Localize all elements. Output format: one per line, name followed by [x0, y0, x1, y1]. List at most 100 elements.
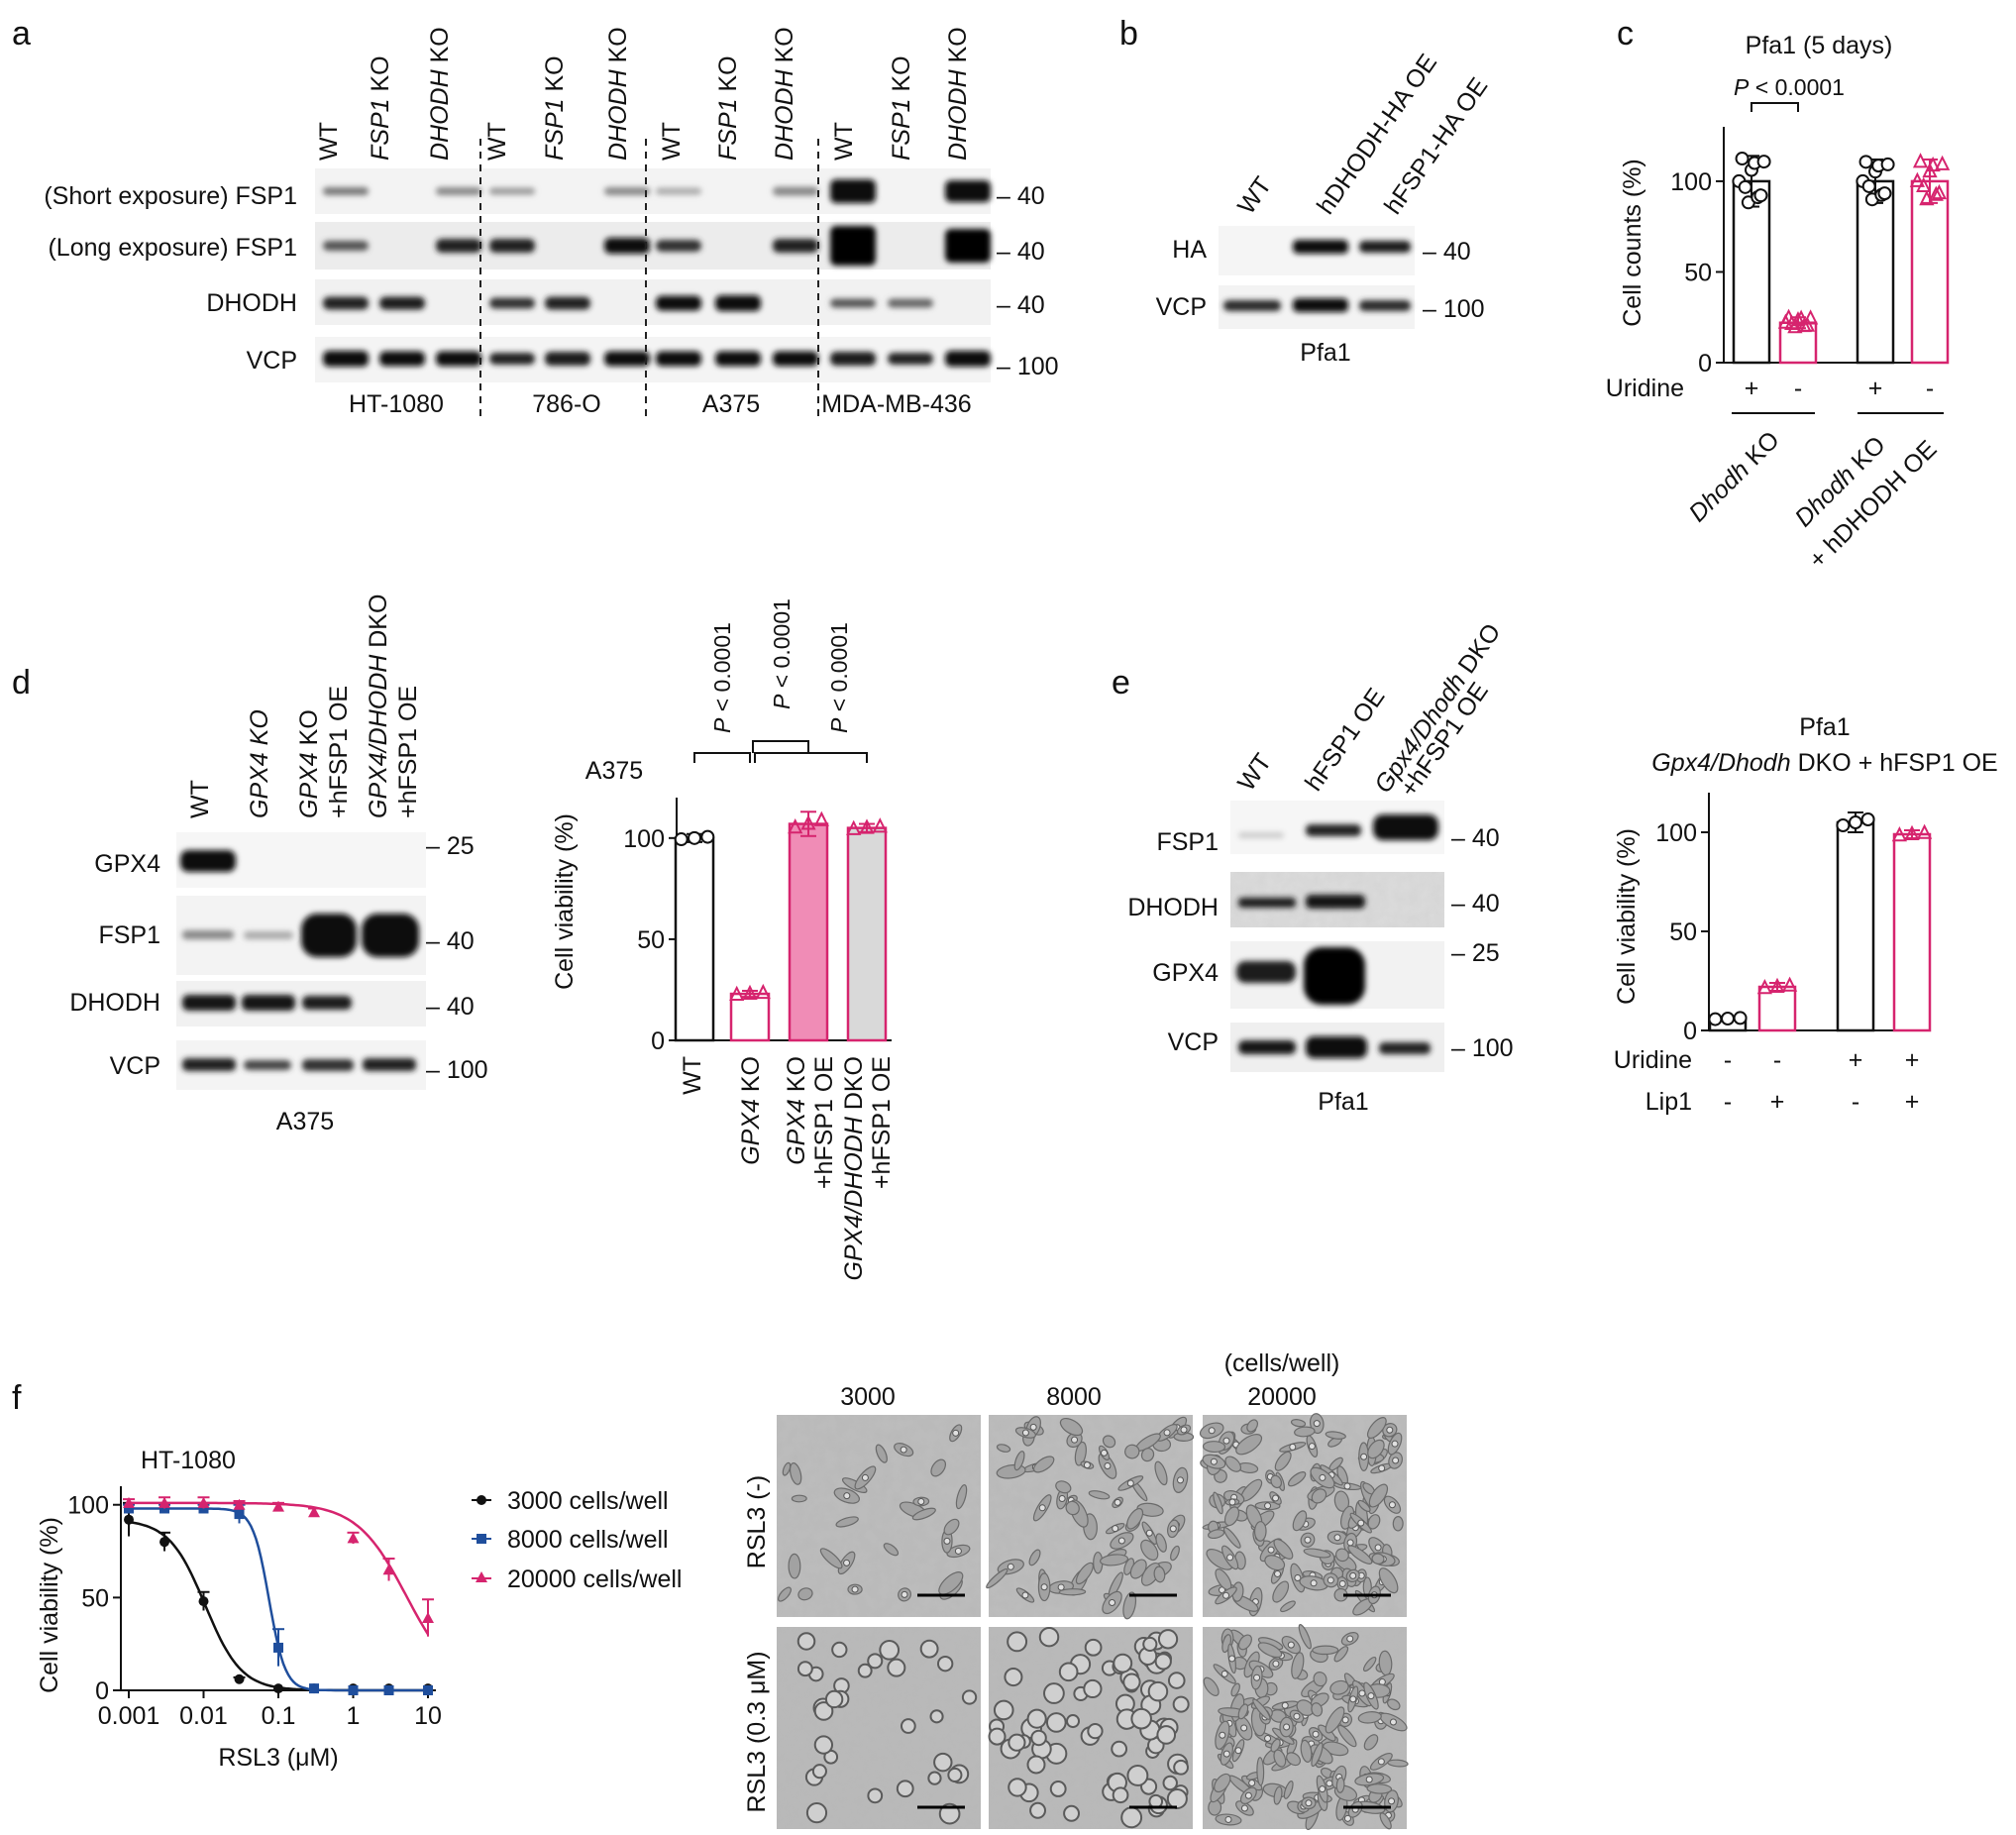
significance-bracket: [1751, 102, 1799, 112]
bar: [788, 822, 829, 1042]
row-label: RSL3 (-): [743, 1475, 771, 1568]
y-tick-label: 0: [1698, 350, 1712, 378]
mw-marker: – 100: [426, 1056, 488, 1084]
band: [888, 353, 933, 365]
cell: [1294, 1426, 1316, 1438]
y-tick-label: 0: [1683, 1018, 1697, 1045]
significance-bracket: [754, 752, 868, 763]
significance-bracket: [752, 740, 809, 753]
y-axis-label: Cell viability (%): [551, 813, 579, 990]
data-point: [1928, 185, 1944, 201]
lane-label: GPX4/DHODH DKO: [365, 594, 392, 818]
cell: [1313, 1672, 1327, 1687]
band: [1304, 947, 1365, 1005]
band: [830, 298, 876, 308]
cell: [938, 1571, 964, 1595]
lane-gene: DHODH: [771, 68, 798, 161]
cell-rounded: [900, 1446, 907, 1454]
band: [945, 351, 991, 367]
panel-c: c Pfa1 (5 days) P < 0.0001 Cell counts (…: [1606, 15, 1951, 574]
cell-rounded: [1349, 1571, 1357, 1579]
cell: [796, 1661, 813, 1677]
mw-marker: – 100: [1423, 295, 1485, 323]
cell: [1126, 1765, 1149, 1786]
cell: [789, 1462, 802, 1485]
lane-label: WT: [830, 122, 858, 161]
lip1-sign: -: [1852, 1088, 1859, 1116]
band: [363, 1058, 416, 1071]
cell: [805, 1802, 828, 1824]
data-point: [1781, 976, 1798, 992]
band: [323, 187, 369, 195]
cell: [938, 1802, 961, 1825]
cell-rounded: [1333, 1534, 1341, 1542]
data-point: [742, 984, 758, 1001]
lane-gene: FSP1: [714, 98, 742, 161]
band: [1306, 1036, 1367, 1058]
band: [1236, 961, 1296, 983]
uridine-label: Uridine: [1606, 375, 1684, 402]
lane-suffix: KO: [367, 55, 394, 98]
cell: [887, 1658, 906, 1677]
band: [244, 931, 293, 939]
lip1-label: Lip1: [1645, 1088, 1692, 1116]
lane-gene: DHODH: [944, 68, 972, 161]
mw-marker: – 40: [1423, 238, 1471, 266]
cell: [936, 1655, 954, 1673]
cell: [929, 1709, 944, 1724]
band: [1306, 824, 1361, 836]
cell: [1366, 1417, 1387, 1440]
band: [1379, 1042, 1431, 1054]
lip1-sign: -: [1724, 1088, 1732, 1116]
cell: [1170, 1545, 1180, 1562]
lane-suffix: KO: [426, 27, 454, 69]
cell: [1237, 1634, 1252, 1651]
panel-letter-c: c: [1617, 15, 1634, 53]
cell: [813, 1735, 834, 1755]
cell-line-label: A375: [276, 1108, 334, 1135]
band: [773, 186, 818, 196]
panel-letter-f: f: [12, 1379, 22, 1417]
cell-rounded: [1169, 1525, 1177, 1533]
data-point: [1931, 183, 1948, 200]
cell: [1283, 1781, 1294, 1799]
data-point: [1756, 155, 1771, 169]
cell-rounded: [1104, 1462, 1112, 1470]
lane-label: WT: [483, 122, 511, 161]
uridine-label: Uridine: [1614, 1046, 1692, 1074]
data-point: [1860, 812, 1875, 826]
lane-label: WT: [315, 122, 343, 161]
cell: [1246, 1419, 1259, 1433]
lane-label: DHODH KO: [771, 27, 798, 161]
cell: [1300, 1739, 1313, 1763]
data-point: [1891, 825, 1908, 842]
cell-rounded: [1346, 1539, 1354, 1547]
row-label-vcp: VCP: [1168, 1028, 1219, 1056]
cell-rounded: [943, 1537, 951, 1545]
x-category-label: GPX4 KO: [783, 1056, 810, 1165]
bar: [1910, 179, 1950, 365]
mw-marker: – 100: [1451, 1034, 1514, 1062]
cell: [1166, 1787, 1188, 1809]
band: [1373, 814, 1438, 840]
data-point: [1708, 1012, 1723, 1026]
cell: [1208, 1529, 1225, 1540]
lane-label: +hFSP1 OE: [325, 686, 353, 818]
data-point: [674, 832, 689, 847]
data-point: [1735, 152, 1750, 166]
p-value: P < 0.0001: [709, 622, 735, 733]
cell: [1347, 1545, 1373, 1565]
cell: [788, 1553, 801, 1579]
cell: [1087, 1723, 1104, 1740]
cell: [1154, 1460, 1168, 1486]
data-point: [1904, 824, 1920, 840]
cell-rounded: [1313, 1420, 1321, 1428]
data-point: [1769, 977, 1785, 993]
data-point: [308, 1506, 321, 1518]
cell-rounded: [1224, 1815, 1232, 1823]
cell: [1142, 1636, 1158, 1652]
cell: [1291, 1652, 1305, 1679]
cell-rounded: [861, 1473, 869, 1481]
cell-rounded: [1114, 1498, 1121, 1506]
